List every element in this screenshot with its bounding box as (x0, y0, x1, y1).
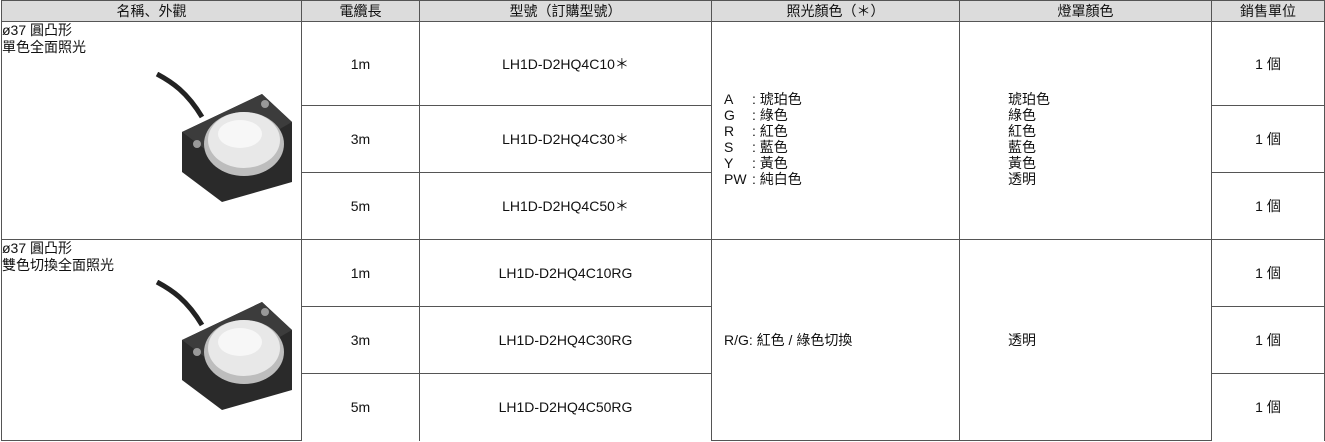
sales-unit: 1 個 (1211, 105, 1325, 173)
illumination-item: PW : 純白色 (724, 171, 959, 187)
product-image (155, 72, 292, 202)
model-number: LH1D-D2HQ4C10RG (419, 239, 712, 307)
header-cell: 名稱、外觀 (1, 0, 302, 22)
model-number: LH1D-D2HQ4C50＊ (419, 172, 712, 240)
table-row: 5m LH1D-D2HQ4C50RG 1 個 (2, 373, 1325, 441)
model-number: LH1D-D2HQ4C30＊ (419, 105, 712, 173)
model-number: LH1D-D2HQ4C30RG (419, 306, 712, 374)
color-name: : 琥珀色 (752, 90, 802, 107)
color-name: : 純白色 (752, 170, 802, 187)
cover-cell: 透明 (959, 239, 1212, 441)
cable-length: 3m (301, 105, 420, 173)
illumination-item: R : 紅色 (724, 123, 959, 139)
color-code: A (724, 90, 734, 107)
color-name: : 藍色 (752, 138, 788, 155)
sales-unit: 1 個 (1211, 172, 1325, 240)
table-row: ø37 圓凸形 雙色切換全面照光 1m LH1D-D2HQ4C10RG R/G: 紅色… (1, 239, 1325, 441)
table-row: 5m LH1D-D2HQ4C50＊ 1 個 (2, 172, 1325, 240)
illumination-cell: R/G: 紅色 / 綠色切換 (711, 239, 960, 441)
cable-length: 3m (301, 306, 420, 374)
cable-length: 1m (301, 21, 420, 106)
header-row: 名稱、外觀 電纜長 型號（訂購型號） 照光顏色（＊） 燈罩顏色 銷售單位 (1, 0, 1325, 22)
illumination-item: G : 綠色 (724, 107, 959, 123)
illumination-item: Y : 黃色 (724, 155, 959, 171)
product-name: ø37 圓凸形 (2, 240, 73, 256)
product-name: 雙色切換全面照光 (2, 257, 114, 273)
color-name: : 紅色 (752, 122, 788, 139)
sales-unit: 1 個 (1211, 306, 1325, 374)
product-image (155, 280, 292, 410)
sales-unit: 1 個 (1211, 239, 1325, 307)
product-name: ø37 圓凸形 (2, 22, 73, 38)
cable-length: 1m (301, 239, 420, 307)
table-row: 3m LH1D-D2HQ4C30RG 1 個 (2, 306, 1325, 374)
product-name: 單色全面照光 (2, 39, 86, 55)
color-code: R (724, 122, 735, 139)
model-number: LH1D-D2HQ4C50RG (419, 373, 712, 441)
color-code: G (724, 106, 735, 123)
name-cell: ø37 圓凸形 雙色切換全面照光 (1, 239, 302, 441)
cover-cell: 琥珀色 綠色 紅色 藍色 黃色 透明 (959, 21, 1212, 240)
header-cell: 型號（訂購型號） (419, 0, 712, 22)
cable-length: 5m (301, 172, 420, 240)
cable-length: 5m (301, 373, 420, 441)
header-cell: 燈罩顏色 (959, 0, 1212, 22)
illumination-item: S : 藍色 (724, 139, 959, 155)
table-row: 3m LH1D-D2HQ4C30＊ 1 個 (2, 105, 1325, 173)
color-code: S (724, 138, 734, 155)
color-name: : 綠色 (752, 106, 788, 123)
cover-color: 綠色 (1008, 106, 1036, 123)
header-cell: 電纜長 (301, 0, 420, 22)
sales-unit: 1 個 (1211, 21, 1325, 106)
cover-color: 琥珀色 (1008, 90, 1050, 107)
color-name: : 黃色 (752, 154, 788, 171)
illumination-cell: A : 琥珀色 G : 綠色 R : 紅色 S : 藍色 Y : 黃色 PW : 純白色 (711, 21, 960, 240)
color-code: Y (724, 154, 734, 171)
header-cell: 照光顏色（＊） (711, 0, 960, 22)
illumination-item: A : 琥珀色 (724, 91, 959, 107)
sales-unit: 1 個 (1211, 373, 1325, 441)
color-code: PW (724, 170, 747, 187)
cover-color: 黃色 (1008, 154, 1036, 171)
cover-color: 藍色 (1008, 138, 1036, 155)
header-cell: 銷售單位 (1211, 0, 1325, 22)
name-cell: ø37 圓凸形 單色全面照光 (1, 21, 302, 240)
model-number: LH1D-D2HQ4C10＊ (419, 21, 712, 106)
cover-color: 透明 (1008, 170, 1036, 187)
cover-color: 紅色 (1008, 122, 1036, 139)
table-row: ø37 圓凸形 單色全面照光 1m LH1D-D2HQ4C10＊ A : 琥珀色 G : 綠… (1, 21, 1325, 240)
